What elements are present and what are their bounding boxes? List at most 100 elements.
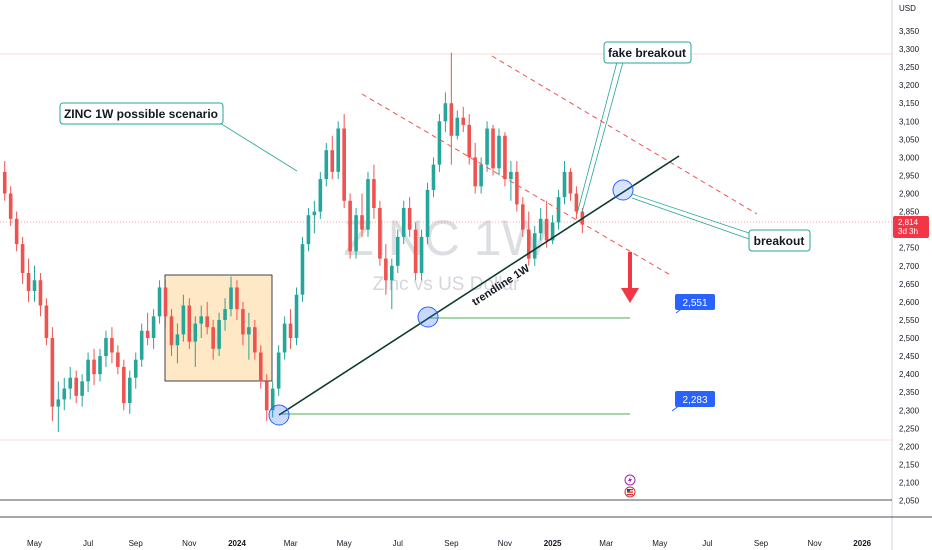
candle-down <box>568 171 573 194</box>
candle-up <box>68 377 73 389</box>
candle-up <box>431 164 436 190</box>
candle-down <box>122 366 126 404</box>
price-tick-label: 2,300 <box>899 406 920 415</box>
candle-up <box>98 356 102 375</box>
price-tick-label: 2,350 <box>899 388 920 397</box>
time-tick-label: Jul <box>83 539 93 548</box>
fake-breakout-pointer-b <box>580 61 624 217</box>
time-tick-label: 2025 <box>544 539 562 548</box>
level-lower-tag[interactable] <box>675 391 715 407</box>
candle-down <box>413 229 418 273</box>
time-tick-label: Sep <box>129 539 144 548</box>
price-tick-label: 3,250 <box>899 63 920 72</box>
price-tick-label: 3,300 <box>899 45 920 54</box>
candle-up <box>509 171 513 180</box>
time-tick-label: Mar <box>599 539 613 548</box>
candle-down <box>461 117 466 125</box>
candle-up <box>175 334 180 346</box>
candle-up <box>86 359 90 382</box>
candle-up <box>532 233 537 259</box>
candle-up <box>56 399 61 407</box>
candle-up <box>199 316 204 324</box>
candle-up <box>485 128 489 165</box>
candle-down <box>116 352 120 367</box>
candle-up <box>336 128 340 172</box>
price-tick-label: 2,050 <box>899 497 920 506</box>
trendline-touch-marker-low[interactable] <box>268 404 290 426</box>
candle-down <box>258 352 263 382</box>
candle-down <box>384 258 388 281</box>
candle-up <box>157 287 162 317</box>
candle-down <box>449 103 454 136</box>
time-tick-label: May <box>652 539 667 548</box>
breakout-marker[interactable] <box>612 179 634 201</box>
candle-down <box>407 207 412 230</box>
candle-up <box>127 377 132 404</box>
candle-down <box>20 244 25 274</box>
fake-breakout-pointer-a <box>576 61 618 215</box>
candle-down <box>145 330 150 339</box>
candle-up <box>181 305 186 335</box>
scenario-callout[interactable] <box>59 102 224 125</box>
currency-label: USD <box>899 4 916 13</box>
current-price-value: 2,814 <box>898 218 919 227</box>
breakout-callout-text: breakout <box>754 234 805 248</box>
candle-up <box>437 121 442 165</box>
candle-up <box>390 265 394 281</box>
candle-down <box>574 193 579 212</box>
price-tick-label: 3,100 <box>899 117 920 126</box>
price-tick-label: 2,900 <box>899 190 920 199</box>
time-axis: May Jul Sep Nov 2024 Mar May Jul Sep Nov 2025 Mar Ma… <box>27 539 872 548</box>
time-tick-label: Sep <box>754 539 769 548</box>
candle-down <box>235 287 239 310</box>
candle-up <box>223 309 227 320</box>
time-tick-label: 2026 <box>853 539 871 548</box>
fake-breakout-callout[interactable] <box>603 41 692 64</box>
candle-up <box>401 207 406 237</box>
price-tick-label: 3,050 <box>899 135 920 144</box>
candle-up <box>562 171 567 198</box>
channel-lower-line[interactable] <box>361 93 673 277</box>
candle-down <box>110 338 114 353</box>
price-tick-label: 3,200 <box>899 81 920 90</box>
candle-down <box>2 171 7 194</box>
candle-down <box>8 193 13 219</box>
candle-down <box>378 207 382 259</box>
scenario-callout-pointer <box>214 119 298 172</box>
candle-up <box>217 319 221 349</box>
candle-up <box>80 381 84 396</box>
down-arrow-icon <box>621 252 639 303</box>
trendline-1w[interactable] <box>278 155 680 416</box>
candle-down <box>211 327 215 349</box>
candle-down <box>467 124 472 158</box>
candle-up <box>229 287 233 310</box>
candle-up <box>193 323 198 342</box>
candle-down <box>163 287 168 317</box>
candle-up <box>306 215 311 245</box>
trendline-touch-marker-mid[interactable] <box>417 306 439 328</box>
scenario-callout-text: ZINC 1W possible scenario <box>64 107 218 121</box>
candle-up <box>270 388 275 411</box>
time-tick-label: Nov <box>182 539 196 548</box>
fake-breakout-callout-text: fake breakout <box>608 46 686 60</box>
candle-up <box>479 164 483 187</box>
time-tick-label: Jul <box>702 539 712 548</box>
channel-upper-line[interactable] <box>491 55 758 215</box>
level-upper-tag[interactable] <box>675 294 715 310</box>
price-tick-label: 2,150 <box>899 460 920 469</box>
candle-down <box>360 215 364 230</box>
candle-down <box>288 323 293 339</box>
us-flag-icon[interactable] <box>624 486 636 498</box>
candle-down <box>372 179 376 208</box>
candle-down <box>348 200 352 252</box>
candle-up <box>294 294 299 339</box>
candle-up <box>300 244 305 295</box>
breakout-pointer-a <box>631 193 753 235</box>
candle-down <box>14 218 19 245</box>
candle-up <box>62 388 67 400</box>
candle-up <box>324 150 329 180</box>
lightning-icon[interactable] <box>624 474 636 486</box>
price-axis: 2,050 2,100 2,150 2,200 2,250 2,300 2,350 2,400… <box>899 27 920 506</box>
breakout-callout[interactable] <box>748 229 811 252</box>
